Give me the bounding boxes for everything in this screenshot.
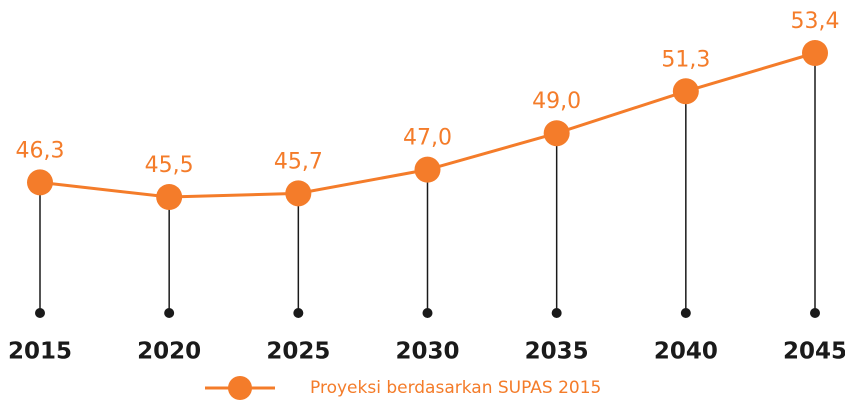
value-label: 45,5 [145,153,194,178]
point [802,40,828,66]
x-tick-label: 2040 [654,339,718,365]
x-tick-label: 2030 [395,339,459,365]
point [672,78,699,105]
legend-dot [228,376,252,400]
x-tick-label: 2025 [266,339,330,365]
point [285,180,312,207]
point [543,120,570,147]
point [156,184,183,210]
value-label: 49,0 [532,89,581,114]
value-label: 46,3 [16,138,65,163]
drop-base [422,308,433,318]
value-label: 45,7 [274,149,323,174]
legend-label: Proyeksi berdasarkan SUPAS 2015 [310,378,601,398]
x-tick-label: 2015 [8,339,72,365]
x-tick-label: 2045 [783,339,845,365]
drop-base [35,308,45,318]
drop-base [680,308,691,318]
drop-base [164,308,175,318]
value-label: 47,0 [403,126,452,151]
value-label: 53,4 [791,9,840,34]
drop-base [293,308,304,318]
value-label: 51,3 [661,47,710,72]
point [414,156,441,183]
x-tick-label: 2020 [137,339,201,365]
x-tick-label: 2035 [525,339,589,365]
point [27,169,53,196]
drop-base [551,308,562,318]
drop-base [810,308,820,318]
